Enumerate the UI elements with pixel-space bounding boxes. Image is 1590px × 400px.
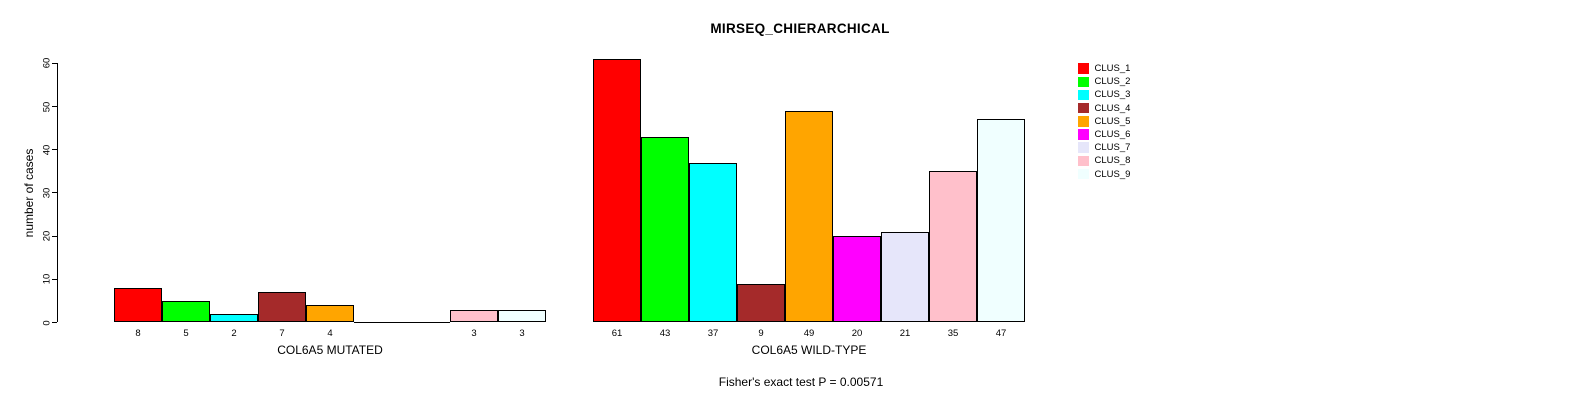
bar-value-label: 61 [611, 328, 623, 339]
y-axis-line [57, 63, 58, 323]
legend-item-CLUS_5: CLUS_5 [1078, 115, 1130, 128]
legend-item-CLUS_4: CLUS_4 [1078, 102, 1130, 115]
bar-CLUS_3 [210, 313, 258, 323]
y-axis-tick-label: 0 [41, 319, 53, 326]
bar-value-label: 47 [995, 328, 1007, 339]
y-axis-tick-label: 40 [41, 144, 53, 155]
bar-CLUS_1 [114, 287, 162, 323]
legend-item-label: CLUS_3 [1094, 89, 1131, 101]
y-axis-tick [52, 149, 57, 151]
legend-item-CLUS_2: CLUS_2 [1078, 75, 1130, 88]
y-axis-tick-label: 60 [41, 58, 53, 69]
bar-CLUS_9 [498, 309, 546, 323]
bar-value-label: 5 [183, 328, 189, 339]
y-axis-tick-label: 20 [41, 230, 53, 242]
bar-CLUS_9 [977, 119, 1025, 323]
bar-value-label: 35 [947, 328, 959, 339]
legend-item-label: CLUS_6 [1094, 129, 1131, 141]
legend-item-CLUS_1: CLUS_1 [1078, 62, 1130, 75]
legend-swatch [1078, 102, 1089, 114]
y-axis-label: number of cases [22, 148, 36, 238]
bar-value-label: 9 [758, 328, 764, 339]
bar-value-label: 21 [899, 328, 911, 339]
legend-item-label: CLUS_1 [1094, 63, 1131, 75]
bar-value-label: 37 [707, 328, 719, 339]
bar-CLUS_7-zero [402, 321, 450, 323]
legend-swatch [1078, 168, 1089, 180]
bar-CLUS_4 [258, 292, 306, 323]
bar-CLUS_5 [306, 305, 354, 323]
bar-CLUS_6-zero [354, 321, 402, 323]
y-axis-tick [52, 106, 57, 107]
legend-item-label: CLUS_5 [1094, 115, 1131, 127]
bar-value-label: 4 [327, 328, 333, 339]
y-axis-tick-label: 30 [41, 187, 53, 199]
bar-value-label: 8 [135, 328, 141, 339]
bar-CLUS_8 [450, 309, 498, 323]
legend-item-label: CLUS_9 [1094, 168, 1131, 180]
legend-item-CLUS_3: CLUS_3 [1078, 88, 1130, 101]
bar-CLUS_3 [689, 162, 737, 323]
bar-CLUS_7 [881, 231, 929, 323]
legend-item-CLUS_6: CLUS_6 [1078, 128, 1130, 141]
bar-CLUS_2 [162, 300, 210, 323]
legend-swatch [1078, 129, 1089, 140]
bar-value-label: 2 [231, 328, 237, 339]
chart-title: MIRSEQ_CHIERARCHICAL [710, 21, 890, 36]
legend-item-CLUS_7: CLUS_7 [1078, 141, 1130, 154]
bar-CLUS_6 [833, 236, 881, 323]
legend-swatch [1078, 63, 1089, 74]
legend-swatch [1078, 116, 1089, 127]
legend-item-label: CLUS_4 [1094, 102, 1131, 114]
legend-item-label: CLUS_2 [1094, 76, 1131, 88]
bar-CLUS_4 [737, 283, 785, 323]
bar-CLUS_2 [641, 136, 689, 323]
y-axis-tick-label: 10 [41, 274, 53, 285]
legend-item-label: CLUS_7 [1094, 142, 1131, 154]
bar-CLUS_1 [593, 58, 641, 323]
bar-value-label: 7 [279, 328, 285, 339]
legend-swatch [1078, 76, 1089, 88]
legend-item-label: CLUS_8 [1094, 155, 1131, 167]
y-axis-tick [52, 322, 57, 323]
legend-swatch [1078, 142, 1089, 153]
legend-item-CLUS_8: CLUS_8 [1078, 154, 1130, 167]
bar-CLUS_8 [929, 171, 977, 323]
y-axis-tick [52, 235, 57, 237]
legend-swatch [1078, 155, 1089, 167]
legend: CLUS_1 CLUS_2 CLUS_3 CLUS_4 CLUS_5 CLUS_6 CLUS… [1078, 62, 1130, 181]
bar-value-label: 3 [471, 328, 477, 339]
y-axis-tick [52, 278, 57, 280]
x-axis-label-wildtype: COL6A5 WILD-TYPE [751, 343, 867, 357]
legend-swatch [1078, 89, 1089, 101]
y-axis-tick [52, 192, 57, 194]
bar-value-label: 3 [519, 328, 525, 339]
x-axis-label-mutated: COL6A5 MUTATED [277, 343, 383, 357]
bar-value-label: 20 [851, 328, 863, 339]
bar-value-label: 43 [659, 328, 671, 339]
legend-item-CLUS_9: CLUS_9 [1078, 168, 1130, 181]
y-axis-tick [52, 62, 57, 64]
bar-value-label: 49 [803, 328, 815, 339]
bar-CLUS_5 [785, 110, 833, 323]
y-axis-tick-label: 50 [41, 101, 53, 112]
footer-annotation: Fisher's exact test P = 0.00571 [718, 375, 884, 389]
